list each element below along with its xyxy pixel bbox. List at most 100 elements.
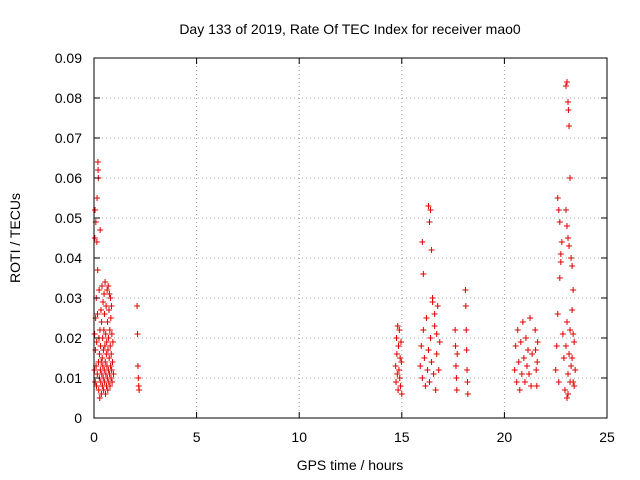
data-point xyxy=(553,343,560,349)
data-point xyxy=(516,387,523,393)
data-point xyxy=(97,227,104,233)
grid-lines xyxy=(94,58,607,418)
data-point xyxy=(434,303,441,309)
data-point xyxy=(101,291,108,297)
data-point xyxy=(134,363,141,369)
data-point xyxy=(93,239,100,245)
data-point xyxy=(431,323,438,329)
data-point xyxy=(524,347,531,353)
data-point xyxy=(102,359,109,365)
data-point xyxy=(109,379,116,385)
data-point xyxy=(555,207,562,213)
data-point xyxy=(397,383,404,389)
data-point xyxy=(534,339,541,345)
data-point xyxy=(453,375,460,381)
data-point xyxy=(562,83,569,89)
data-point xyxy=(555,379,562,385)
data-point xyxy=(529,351,536,357)
data-point xyxy=(527,315,534,321)
data-point xyxy=(571,383,578,389)
x-tick-label: 20 xyxy=(497,429,513,445)
data-point xyxy=(520,355,527,361)
data-point xyxy=(464,379,471,385)
data-point xyxy=(100,327,107,333)
data-point xyxy=(108,375,115,381)
data-point xyxy=(396,375,403,381)
data-point xyxy=(463,347,470,353)
data-point xyxy=(563,395,570,401)
data-point xyxy=(572,367,579,373)
data-point xyxy=(417,363,424,369)
data-point xyxy=(419,375,426,381)
plot-frame xyxy=(93,57,608,419)
x-tick-label: 15 xyxy=(394,429,410,445)
data-point xyxy=(96,395,103,401)
data-point xyxy=(107,315,114,321)
data-point xyxy=(393,379,400,385)
data-point xyxy=(136,387,143,393)
data-point xyxy=(100,299,107,305)
data-point xyxy=(420,271,427,277)
data-point xyxy=(557,251,564,257)
data-point xyxy=(95,167,102,173)
data-point xyxy=(430,371,437,377)
data-point xyxy=(569,307,576,313)
data-point xyxy=(99,355,106,361)
data-point xyxy=(533,383,540,389)
data-point xyxy=(105,307,112,313)
data-point xyxy=(393,351,400,357)
data-point xyxy=(421,355,428,361)
data-point xyxy=(94,267,101,273)
chart-title: Day 133 of 2019, Rate Of TEC Index for r… xyxy=(179,21,521,37)
data-point xyxy=(567,175,574,181)
data-point xyxy=(556,219,563,225)
data-point xyxy=(452,363,459,369)
data-point xyxy=(522,335,529,341)
data-point xyxy=(532,327,539,333)
data-point xyxy=(395,343,402,349)
data-point xyxy=(560,355,567,361)
y-tick-label: 0 xyxy=(74,410,82,426)
data-point xyxy=(569,355,576,361)
data-point xyxy=(427,335,434,341)
data-point xyxy=(397,339,404,345)
y-tick-label: 0.03 xyxy=(55,290,82,306)
data-point xyxy=(514,327,521,333)
data-point xyxy=(104,319,111,325)
data-point xyxy=(519,319,526,325)
data-point xyxy=(565,107,572,113)
data-point xyxy=(104,387,111,393)
data-point xyxy=(452,343,459,349)
data-point xyxy=(94,311,101,317)
data-point xyxy=(558,239,565,245)
data-point xyxy=(570,331,577,337)
data-point xyxy=(96,287,103,293)
data-point xyxy=(532,347,539,353)
y-tick-label: 0.08 xyxy=(55,90,82,106)
y-tick-label: 0.09 xyxy=(55,50,82,66)
data-point xyxy=(425,203,432,209)
x-tick-label: 10 xyxy=(291,429,307,445)
x-axis-label: GPS time / hours xyxy=(297,457,404,473)
data-point xyxy=(97,307,104,313)
data-point xyxy=(107,383,114,389)
data-point xyxy=(428,359,435,365)
data-point xyxy=(396,327,403,333)
data-point xyxy=(99,283,106,289)
x-tick-label: 0 xyxy=(90,429,98,445)
data-point xyxy=(431,311,438,317)
data-point xyxy=(94,159,101,165)
data-point xyxy=(428,247,435,253)
data-point xyxy=(426,379,433,385)
data-point xyxy=(512,343,519,349)
data-point xyxy=(108,351,115,357)
data-point xyxy=(565,371,572,377)
data-point xyxy=(464,391,471,397)
data-point xyxy=(92,379,99,385)
data-point xyxy=(567,327,574,333)
data-point xyxy=(393,335,400,341)
data-point xyxy=(93,339,100,345)
data-point xyxy=(108,331,115,337)
data-point xyxy=(518,371,525,377)
data-point xyxy=(515,359,522,365)
